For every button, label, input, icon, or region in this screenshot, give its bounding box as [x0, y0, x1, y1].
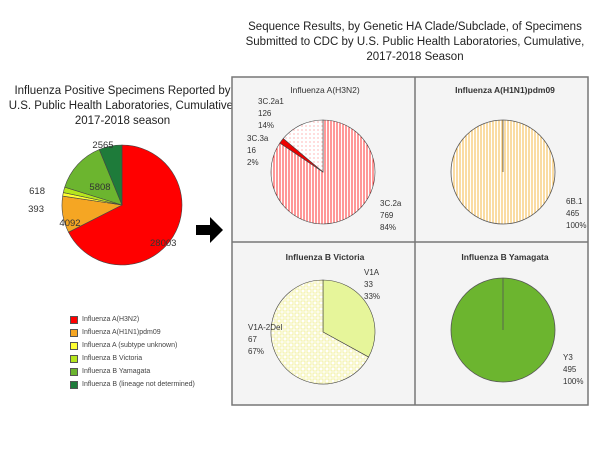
data-label-line: 495: [563, 365, 577, 374]
data-label-line: 100%: [563, 377, 583, 386]
panel-data-label: V1A-2Del 67 67%: [248, 323, 282, 356]
legend-swatch: [70, 341, 78, 350]
data-label-line: V1A-2Del: [248, 323, 282, 332]
data-label-line: 14%: [258, 121, 274, 130]
main-pie-data-label: 5808: [89, 182, 110, 193]
legend-item: Influenza A (subtype unknown): [70, 339, 195, 352]
legend-label: Influenza A (subtype unknown): [82, 342, 178, 349]
data-label-line: Y3: [563, 353, 573, 362]
legend: Influenza A(H3N2) Influenza A(H1N1)pdm09 I…: [70, 313, 195, 391]
main-pie-data-label: 28003: [150, 238, 176, 249]
panel-data-label: 6B.1 465 100%: [566, 197, 586, 230]
panel-data-label: 3C.2a 769 84%: [380, 199, 402, 232]
panel-title: Influenza B Victoria: [286, 252, 365, 262]
main-pie-data-label: 4092: [59, 218, 80, 229]
data-label-line: 84%: [380, 223, 396, 232]
legend-item: Influenza A(H1N1)pdm09: [70, 326, 195, 339]
data-label-line: 33%: [364, 292, 380, 301]
main-pie-slice: [68, 144, 183, 266]
panel-pie-slice: [270, 279, 369, 385]
legend-label: Influenza B (lineage not determined): [82, 381, 195, 388]
legend-swatch: [70, 354, 78, 363]
data-label-line: V1A: [364, 268, 380, 277]
legend-item: Influenza A(H3N2): [70, 313, 195, 326]
data-label-line: 3C.2a: [380, 199, 402, 208]
left-chart-title: Influenza Positive Specimens Reported by…: [8, 85, 237, 127]
data-label-line: 100%: [566, 221, 586, 230]
data-label-line: 126: [258, 109, 272, 118]
data-label-line: 16: [247, 146, 256, 155]
data-label-line: 3C.2a1: [258, 97, 284, 106]
main-pie-data-label: 2565: [92, 140, 113, 151]
data-label-line: 3C.3a: [247, 134, 269, 143]
legend-item: Influenza B Yamagata: [70, 365, 195, 378]
arrow-icon: [196, 217, 223, 243]
data-label-line: 67: [248, 335, 257, 344]
legend-swatch: [70, 328, 78, 337]
data-label-line: 67%: [248, 347, 264, 356]
main-pie-data-label: 618: [29, 186, 45, 197]
legend-swatch: [70, 380, 78, 389]
main-pie-slice: [64, 149, 123, 206]
panel-pie-slice: [282, 119, 324, 173]
data-label-line: 769: [380, 211, 394, 220]
legend-label: Influenza A(H3N2): [82, 316, 140, 323]
panel-data-label: V1A 33 33%: [364, 268, 380, 301]
legend-label: Influenza B Victoria: [82, 355, 143, 362]
panel-data-label: Y3 495 100%: [563, 353, 583, 386]
legend-swatch: [70, 315, 78, 324]
panel-data-label: 3C.2a1 126 14%: [258, 97, 284, 130]
main-pie-data-label: 393: [28, 204, 44, 215]
panel-title: Influenza A(H3N2): [290, 85, 360, 95]
legend-label: Influenza A(H1N1)pdm09: [82, 329, 161, 336]
panel-title: Influenza A(H1N1)pdm09: [455, 85, 555, 95]
data-label-line: 6B.1: [566, 197, 583, 206]
right-chart-title: Sequence Results, by Genetic HA Clade/Su…: [245, 21, 585, 63]
legend-item: Influenza B Victoria: [70, 352, 195, 365]
legend-swatch: [70, 367, 78, 376]
panel-pie-slice: [322, 279, 376, 358]
legend-item: Influenza B (lineage not determined): [70, 378, 195, 391]
data-label-line: 33: [364, 280, 373, 289]
data-label-line: 2%: [247, 158, 259, 167]
panel-title: Influenza B Yamagata: [461, 252, 549, 262]
data-label-line: 465: [566, 209, 580, 218]
main-pie-slice: [98, 144, 123, 206]
legend-label: Influenza B Yamagata: [82, 368, 151, 375]
panel-data-label: 3C.3a 16 2%: [247, 134, 269, 167]
